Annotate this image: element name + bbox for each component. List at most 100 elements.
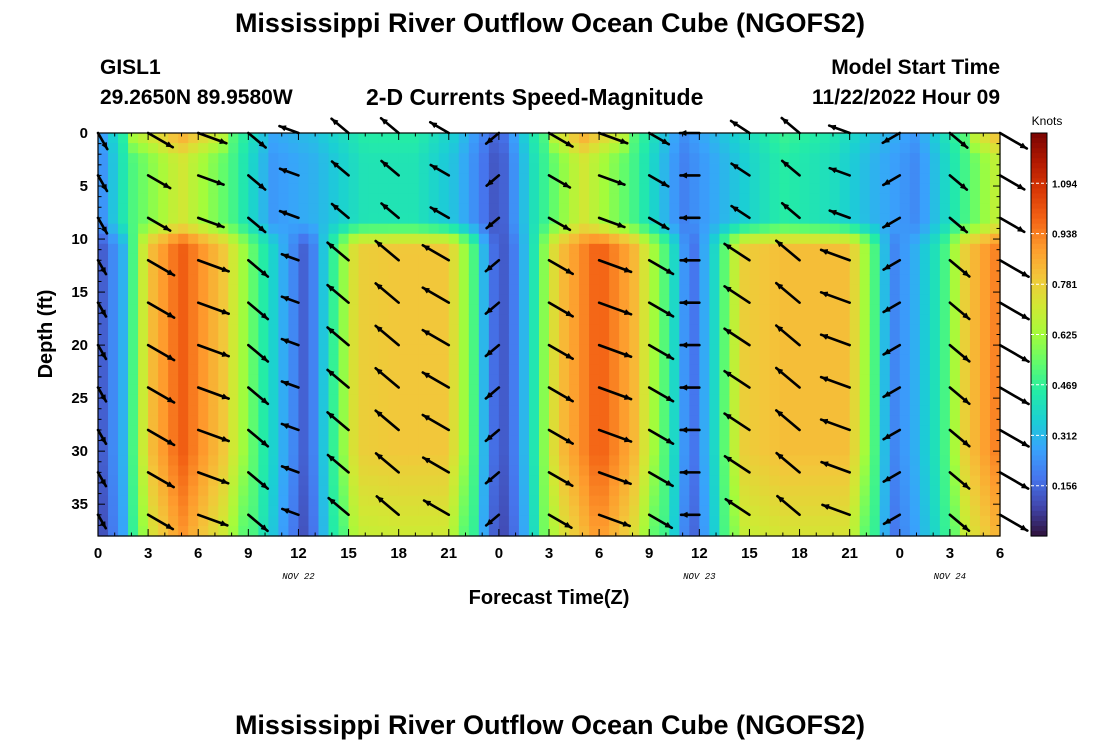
heatmap-cell [799, 133, 811, 144]
heatmap-cell [488, 495, 500, 507]
heatmap-cell [879, 183, 891, 195]
heatmap-cell [128, 163, 139, 174]
heatmap-cell [218, 344, 229, 356]
heatmap-cell [468, 213, 480, 225]
heatmap-cell [889, 203, 901, 215]
heatmap-cell [538, 203, 550, 215]
heatmap-cell [759, 374, 771, 386]
heatmap-cell [619, 193, 630, 205]
heatmap-cell [549, 213, 560, 225]
heatmap-cell [188, 505, 199, 517]
heatmap-cell [398, 374, 410, 386]
heatmap-cell [679, 374, 690, 386]
heatmap-cell [739, 364, 751, 376]
heatmap-cell [899, 213, 911, 225]
heatmap-cell [779, 384, 791, 396]
heatmap-cell [148, 183, 159, 195]
heatmap-cell [909, 515, 921, 527]
heatmap-cell [458, 505, 470, 517]
heatmap-cell [138, 223, 149, 235]
heatmap-cell [428, 193, 440, 205]
current-vector [280, 380, 300, 389]
heatmap-cell [859, 525, 871, 537]
heatmap-cell [549, 455, 560, 467]
heatmap-cell [428, 435, 440, 446]
current-vector [723, 369, 751, 389]
heatmap-cell [799, 354, 811, 366]
heatmap-cell [559, 374, 570, 386]
heatmap-cell [959, 233, 971, 245]
heatmap-cell [308, 364, 320, 376]
heatmap-cell [599, 334, 610, 346]
heatmap-cell [919, 213, 931, 225]
heatmap-cell [538, 465, 550, 477]
heatmap-cell [328, 475, 340, 487]
heatmap-cell [488, 314, 500, 326]
heatmap-cell [218, 173, 229, 184]
heatmap-cell [629, 445, 640, 456]
current-vector [484, 258, 501, 273]
heatmap-cell [308, 253, 320, 265]
heatmap-cell [729, 324, 741, 336]
heatmap-cell [148, 314, 159, 326]
heatmap-cell [238, 374, 249, 386]
heatmap-cell [989, 263, 1001, 275]
heatmap-cell [549, 304, 560, 315]
heatmap-cell [779, 475, 791, 487]
heatmap-cell [158, 294, 169, 305]
heatmap-cell [819, 173, 831, 184]
heatmap-cell [729, 384, 741, 396]
heatmap-cell [518, 435, 530, 446]
heatmap-cell [468, 455, 480, 467]
heatmap-cell [368, 344, 380, 356]
heatmap-cell [909, 263, 921, 275]
current-vector [647, 428, 675, 445]
heatmap-cell [549, 465, 560, 477]
heatmap-cell [909, 435, 921, 446]
heatmap-cell [939, 223, 951, 235]
heatmap-cell [719, 233, 730, 245]
heatmap-cell [599, 183, 610, 195]
heatmap-cell [799, 274, 811, 285]
heatmap-cell [328, 143, 340, 154]
heatmap-cell [498, 384, 510, 396]
heatmap-cell [969, 485, 981, 497]
heatmap-cell [228, 243, 239, 255]
heatmap-cell [228, 274, 239, 285]
heatmap-cell [298, 294, 310, 305]
heatmap-cell [428, 515, 440, 527]
heatmap-cell [789, 415, 801, 426]
colorbar-step [1031, 354, 1047, 361]
heatmap-cell [569, 344, 580, 356]
heatmap-cell [228, 515, 239, 527]
heatmap-cell [108, 334, 119, 346]
heatmap-cell [599, 223, 610, 235]
heatmap-cell [278, 193, 290, 205]
heatmap-cell [599, 133, 610, 144]
heatmap-cell [528, 253, 540, 265]
heatmap-cell [859, 394, 871, 406]
heatmap-cell [108, 475, 119, 487]
heatmap-cell [969, 294, 981, 305]
heatmap-cell [498, 505, 510, 517]
heatmap-cell [518, 263, 530, 275]
heatmap-cell [939, 415, 951, 426]
heatmap-cell [458, 253, 470, 265]
heatmap-cell [829, 173, 841, 184]
heatmap-cell [208, 183, 219, 195]
heatmap-cell [869, 435, 881, 446]
heatmap-cell [478, 183, 490, 195]
heatmap-cell [719, 294, 730, 305]
heatmap-cell [559, 193, 570, 205]
heatmap-cell [699, 324, 710, 336]
heatmap-cell [579, 455, 590, 467]
heatmap-cell [378, 163, 390, 174]
heatmap-cell [779, 223, 791, 235]
heatmap-cell [659, 465, 670, 477]
heatmap-cell [288, 425, 300, 436]
heatmap-cell [298, 153, 310, 164]
heatmap-cell [949, 274, 961, 285]
current-vector [597, 301, 633, 316]
heatmap-cell [208, 445, 219, 456]
heatmap-cell [699, 525, 710, 537]
